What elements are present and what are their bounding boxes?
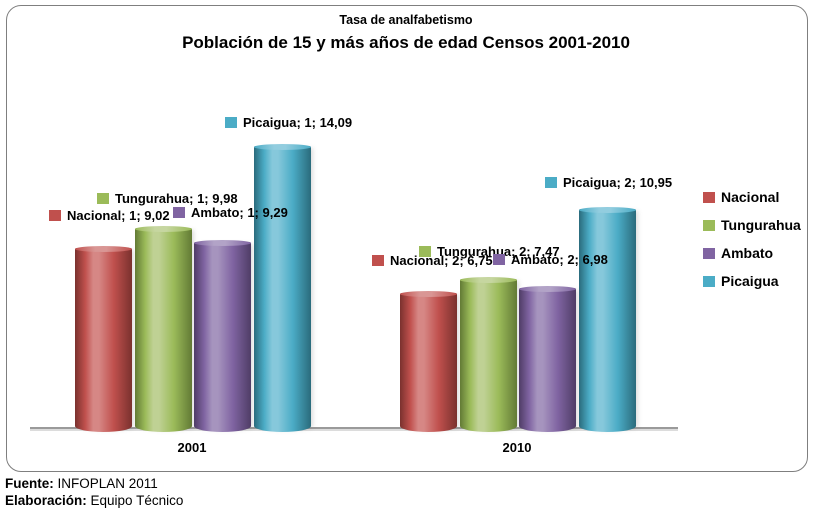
category-label-2001: 2001 (177, 440, 207, 455)
data-label-text: Picaigua; 1; 14,09 (243, 114, 353, 130)
data-label-text: Tungurahua; 2; 7,47 (437, 243, 560, 259)
bar-top-cap (400, 291, 457, 297)
bar-tungurahua-2001 (134, 226, 192, 432)
legend-marker-icon (703, 247, 715, 259)
bar-top-cap (253, 144, 311, 151)
chart-subtitle: Tasa de analfabetismo (339, 13, 473, 27)
data-label-text: Nacional; 2; 6,75 (390, 252, 493, 268)
data-label-marker-icon (545, 176, 557, 188)
bar-top-cap (519, 286, 576, 293)
footer-elaboration-line: Elaboración: Equipo Técnico (5, 492, 183, 509)
legend-item-nacional: Nacional (703, 189, 801, 205)
legend-label: Tungurahua (721, 217, 801, 233)
legend-label: Ambato (721, 245, 774, 261)
data-label-text: Ambato; 1; 9,29 (191, 204, 288, 220)
data-label-text: Tungurahua; 1; 9,98 (115, 190, 238, 206)
data-label-marker-icon (97, 192, 109, 204)
bar-top-cap (578, 207, 636, 213)
chart-title: Población de 15 y más años de edad Censo… (182, 32, 630, 52)
data-label-marker-icon (419, 245, 431, 257)
bar-nacional-2010 (400, 291, 457, 432)
legend-label: Nacional (721, 189, 780, 205)
bar-ambato-2001 (194, 240, 251, 432)
footer-elaboration-value: Equipo Técnico (90, 493, 184, 508)
legend-item-picaigua: Picaigua (703, 273, 801, 289)
data-label-text: Picaigua; 2; 10,95 (563, 174, 673, 190)
bar-top-cap (134, 226, 192, 233)
bar-picaigua-2010 (578, 207, 636, 432)
data-label-picaigua-2001: Picaigua; 1; 14,09 (225, 114, 353, 130)
legend: Nacional Tungurahua Ambato Picaigua (703, 189, 801, 302)
bar-tungurahua-2010 (459, 276, 517, 432)
data-label-picaigua-2010: Picaigua; 2; 10,95 (545, 174, 673, 190)
data-label-marker-icon (173, 206, 185, 218)
data-label-tungurahua-2010: Tungurahua; 2; 7,47 (419, 243, 560, 259)
data-label-marker-icon (49, 209, 61, 221)
data-label-nacional-2001: Nacional; 1; 9,02 (49, 207, 170, 223)
bar-top-cap (459, 276, 517, 283)
legend-marker-icon (703, 191, 715, 203)
legend-item-ambato: Ambato (703, 245, 801, 261)
data-label-tungurahua-2001: Tungurahua; 1; 9,98 (97, 190, 238, 206)
bar-top-cap (75, 245, 132, 252)
data-label-text: Ambato; 2; 6,98 (511, 251, 608, 267)
data-label-ambato-2001: Ambato; 1; 9,29 (173, 204, 288, 220)
bar-top-cap (194, 240, 251, 247)
bar-nacional-2001 (75, 245, 132, 432)
data-label-marker-icon (225, 116, 237, 128)
data-label-marker-icon (372, 254, 384, 266)
bar-ambato-2010 (519, 286, 576, 432)
legend-marker-icon (703, 219, 715, 231)
footer: Fuente: INFOPLAN 2011 Elaboración: Equip… (5, 475, 183, 509)
chart-title-block: Tasa de analfabetismo Población de 15 y … (6, 13, 806, 53)
legend-label: Picaigua (721, 273, 779, 289)
footer-elaboration-label: Elaboración: (5, 493, 87, 508)
category-label-2010: 2010 (502, 440, 532, 455)
x-axis-line (30, 427, 678, 429)
legend-item-tungurahua: Tungurahua (703, 217, 801, 233)
data-label-marker-icon (493, 253, 505, 265)
footer-source-label: Fuente: (5, 476, 54, 491)
legend-marker-icon (703, 275, 715, 287)
bar-picaigua-2001 (253, 144, 311, 432)
data-label-ambato-2010: Ambato; 2; 6,98 (493, 251, 608, 267)
data-label-nacional-2010: Nacional; 2; 6,75 (372, 252, 493, 268)
data-label-text: Nacional; 1; 9,02 (67, 207, 170, 223)
footer-source-line: Fuente: INFOPLAN 2011 (5, 475, 183, 492)
footer-source-value: INFOPLAN 2011 (57, 476, 158, 491)
